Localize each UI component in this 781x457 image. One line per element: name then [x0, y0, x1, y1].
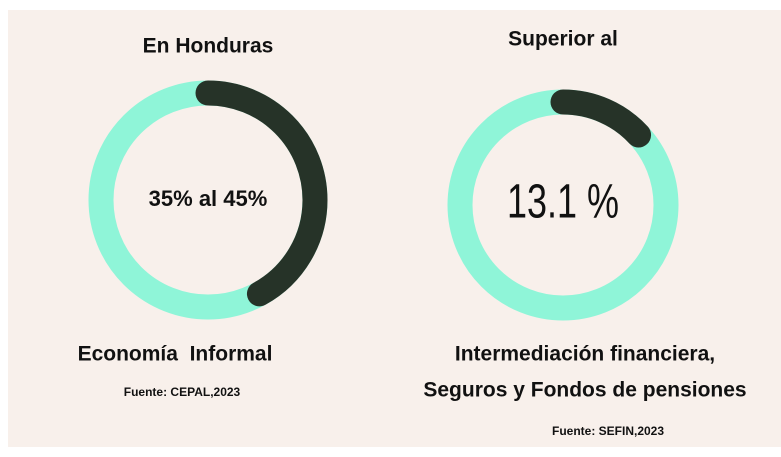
source: Fuente: SEFIN,2023	[552, 424, 664, 438]
donut-arc	[88, 80, 328, 320]
caption: Intermediación financiera,	[455, 343, 715, 366]
center-label: 13.1 %	[507, 175, 619, 228]
caption: Economía Informal	[78, 343, 273, 366]
source: Fuente: CEPAL,2023	[124, 385, 241, 399]
chart-title: En Honduras	[143, 35, 274, 58]
donut-arc	[447, 89, 679, 321]
center-label: 35% al 45%	[149, 186, 268, 211]
chart-title: Superior al	[508, 28, 618, 51]
caption: Seguros y Fondos de pensiones	[423, 379, 746, 402]
